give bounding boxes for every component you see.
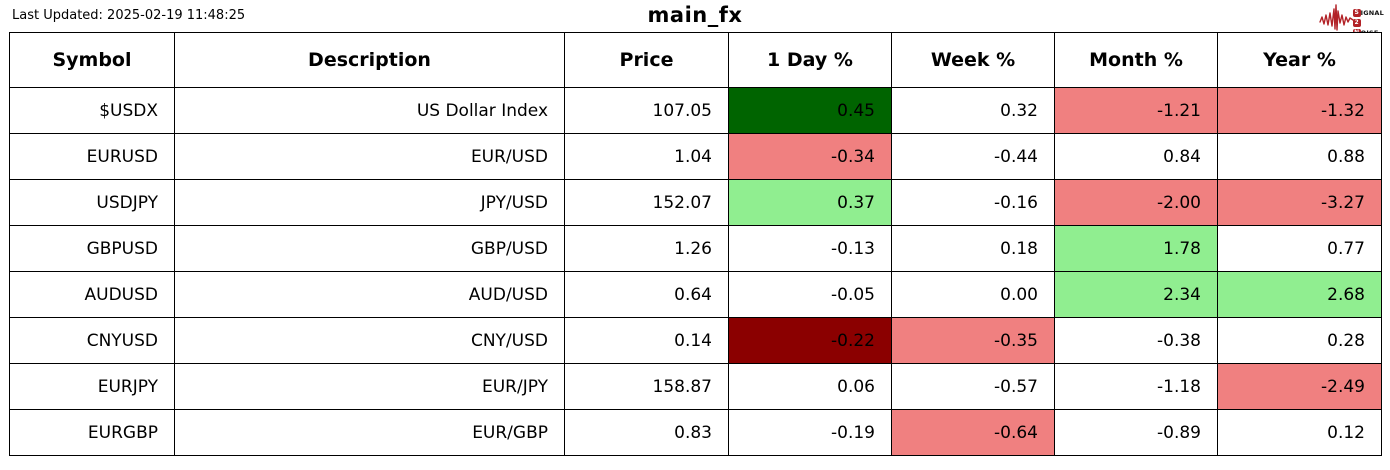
week-change-cell: 0.00 xyxy=(891,271,1055,318)
month-change-cell: -0.89 xyxy=(1054,409,1218,456)
symbol-cell: CNYUSD xyxy=(9,317,175,364)
month-change-cell: -1.18 xyxy=(1054,363,1218,410)
week-change-cell: -0.57 xyxy=(891,363,1055,410)
table-header-row: Symbol Description Price 1 Day % Week % … xyxy=(9,32,1382,88)
description-cell: GBP/USD xyxy=(174,225,565,272)
day-change-cell: 0.37 xyxy=(728,179,892,226)
last-updated-timestamp: Last Updated: 2025-02-19 11:48:25 xyxy=(12,8,246,23)
symbol-cell: GBPUSD xyxy=(9,225,175,272)
month-change-cell: 0.84 xyxy=(1054,133,1218,180)
page-title: main_fx xyxy=(647,3,743,27)
day-change-cell: -0.13 xyxy=(728,225,892,272)
table-row: AUDUSD AUD/USD 0.64 -0.05 0.00 2.34 2.68 xyxy=(9,271,1382,318)
column-header-symbol: Symbol xyxy=(9,32,175,88)
year-change-cell: -2.49 xyxy=(1217,363,1382,410)
table-row: EURUSD EUR/USD 1.04 -0.34 -0.44 0.84 0.8… xyxy=(9,133,1382,180)
price-cell: 0.64 xyxy=(564,271,729,318)
week-change-cell: 0.32 xyxy=(891,87,1055,134)
table-row: EURGBP EUR/GBP 0.83 -0.19 -0.64 -0.89 0.… xyxy=(9,409,1382,456)
year-change-cell: 0.88 xyxy=(1217,133,1382,180)
table-row: EURJPY EUR/JPY 158.87 0.06 -0.57 -1.18 -… xyxy=(9,363,1382,410)
column-header-year: Year % xyxy=(1217,32,1382,88)
day-change-cell: -0.22 xyxy=(728,317,892,364)
symbol-cell: EURUSD xyxy=(9,133,175,180)
table-row: USDJPY JPY/USD 152.07 0.37 -0.16 -2.00 -… xyxy=(9,179,1382,226)
day-change-cell: 0.06 xyxy=(728,363,892,410)
price-cell: 0.14 xyxy=(564,317,729,364)
day-change-cell: -0.05 xyxy=(728,271,892,318)
price-cell: 158.87 xyxy=(564,363,729,410)
day-change-cell: -0.34 xyxy=(728,133,892,180)
price-cell: 152.07 xyxy=(564,179,729,226)
column-header-1day: 1 Day % xyxy=(728,32,892,88)
year-change-cell: 0.28 xyxy=(1217,317,1382,364)
description-cell: US Dollar Index xyxy=(174,87,565,134)
table-row: CNYUSD CNY/USD 0.14 -0.22 -0.35 -0.38 0.… xyxy=(9,317,1382,364)
day-change-cell: 0.45 xyxy=(728,87,892,134)
symbol-cell: $USDX xyxy=(9,87,175,134)
column-header-price: Price xyxy=(564,32,729,88)
year-change-cell: -3.27 xyxy=(1217,179,1382,226)
logo-letter-s: S xyxy=(1352,8,1361,17)
description-cell: EUR/JPY xyxy=(174,363,565,410)
month-change-cell: -0.38 xyxy=(1054,317,1218,364)
week-change-cell: -0.64 xyxy=(891,409,1055,456)
month-change-cell: -1.21 xyxy=(1054,87,1218,134)
symbol-cell: EURJPY xyxy=(9,363,175,410)
table-row: $USDX US Dollar Index 107.05 0.45 0.32 -… xyxy=(9,87,1382,134)
description-cell: EUR/GBP xyxy=(174,409,565,456)
price-cell: 1.04 xyxy=(564,133,729,180)
year-change-cell: 0.77 xyxy=(1217,225,1382,272)
price-cell: 0.83 xyxy=(564,409,729,456)
year-change-cell: -1.32 xyxy=(1217,87,1382,134)
logo-digit-2: 2 xyxy=(1352,18,1361,27)
table-row: GBPUSD GBP/USD 1.26 -0.13 0.18 1.78 0.77 xyxy=(9,225,1382,272)
week-change-cell: -0.44 xyxy=(891,133,1055,180)
description-cell: EUR/USD xyxy=(174,133,565,180)
day-change-cell: -0.19 xyxy=(728,409,892,456)
week-change-cell: 0.18 xyxy=(891,225,1055,272)
symbol-cell: EURGBP xyxy=(9,409,175,456)
price-cell: 107.05 xyxy=(564,87,729,134)
fx-quotes-table: Symbol Description Price 1 Day % Week % … xyxy=(9,32,1382,456)
column-header-month: Month % xyxy=(1054,32,1218,88)
description-cell: CNY/USD xyxy=(174,317,565,364)
month-change-cell: -2.00 xyxy=(1054,179,1218,226)
symbol-cell: AUDUSD xyxy=(9,271,175,318)
column-header-week: Week % xyxy=(891,32,1055,88)
week-change-cell: -0.35 xyxy=(891,317,1055,364)
symbol-cell: USDJPY xyxy=(9,179,175,226)
waveform-icon xyxy=(1318,3,1359,37)
price-cell: 1.26 xyxy=(564,225,729,272)
year-change-cell: 2.68 xyxy=(1217,271,1382,318)
year-change-cell: 0.12 xyxy=(1217,409,1382,456)
description-cell: AUD/USD xyxy=(174,271,565,318)
month-change-cell: 2.34 xyxy=(1054,271,1218,318)
column-header-description: Description xyxy=(174,32,565,88)
week-change-cell: -0.16 xyxy=(891,179,1055,226)
description-cell: JPY/USD xyxy=(174,179,565,226)
month-change-cell: 1.78 xyxy=(1054,225,1218,272)
